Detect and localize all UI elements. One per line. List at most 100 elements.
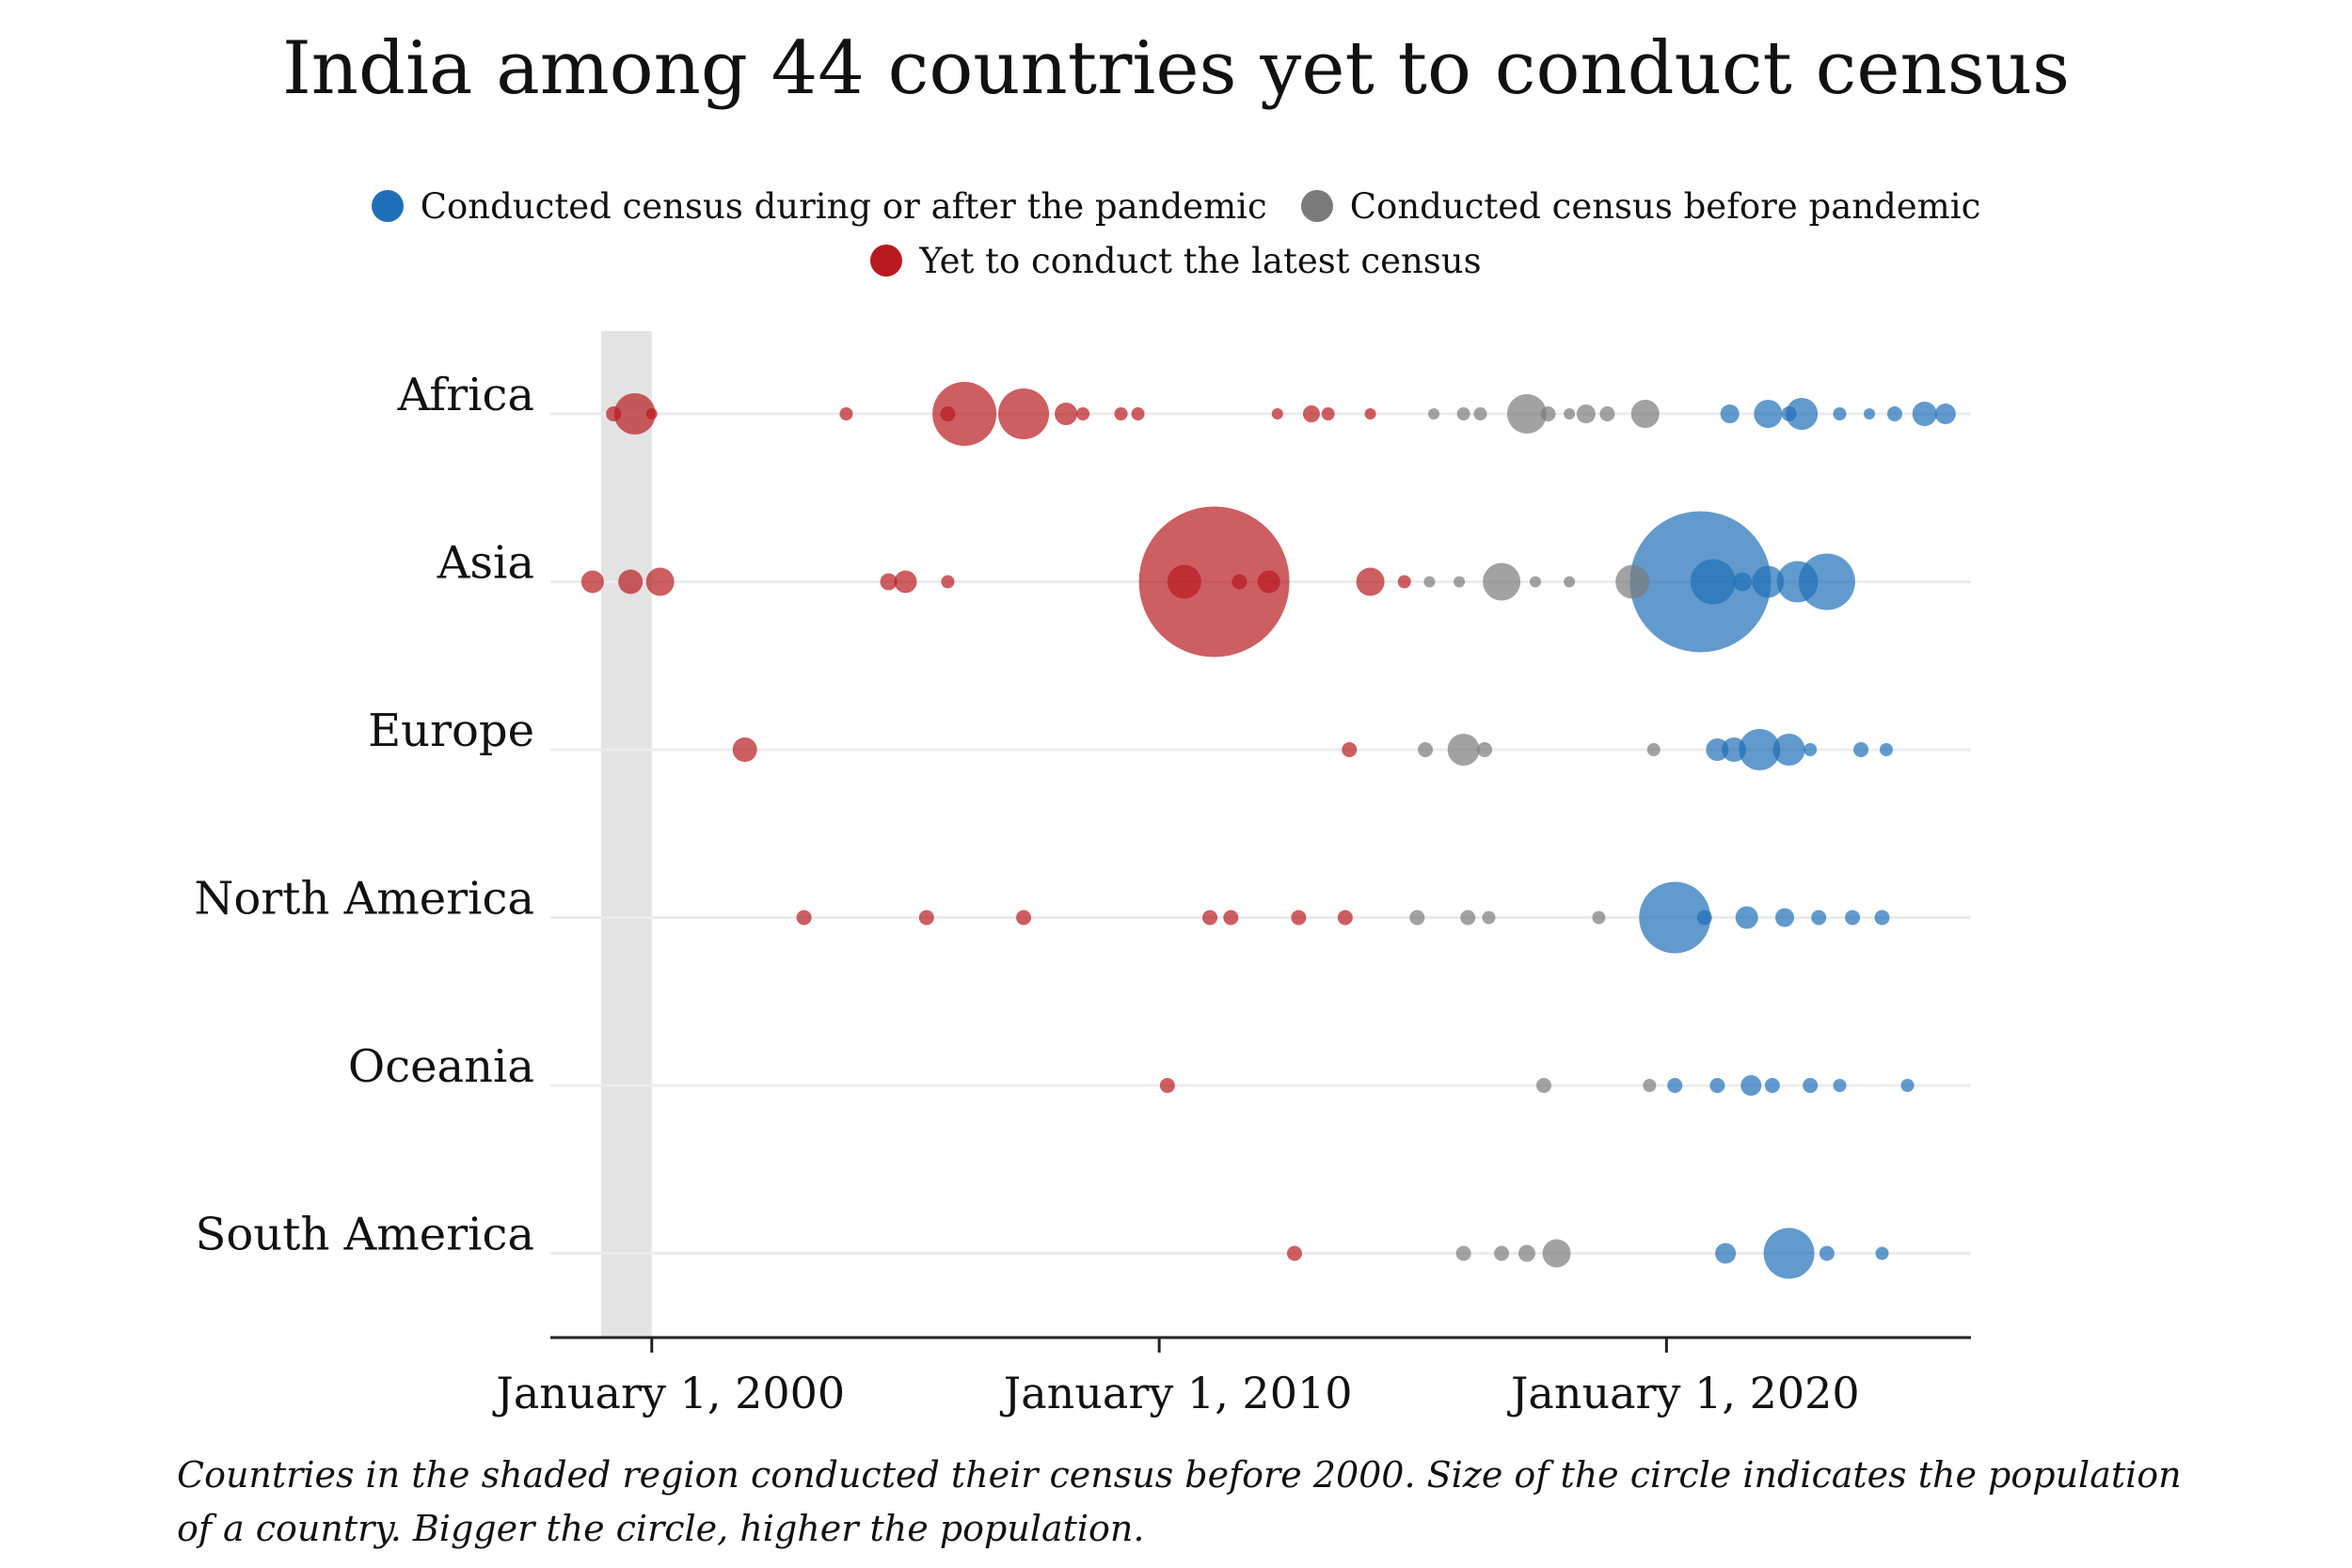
census-point bbox=[1886, 406, 1902, 421]
census-point bbox=[1356, 567, 1385, 596]
x-axis-ticks: January 1, 2000 January 1, 2010 January 1,… bbox=[492, 1338, 1860, 1418]
census-point bbox=[1409, 910, 1425, 926]
census-point bbox=[580, 570, 604, 594]
census-point bbox=[1764, 1078, 1780, 1093]
census-point bbox=[1518, 1244, 1535, 1262]
census-point bbox=[1016, 910, 1032, 926]
census-point bbox=[1709, 1078, 1725, 1093]
region-label-asia: Asia bbox=[437, 537, 534, 590]
census-point bbox=[1114, 407, 1128, 420]
census-point bbox=[1740, 1075, 1762, 1096]
census-point bbox=[1473, 407, 1487, 420]
x-tick-label: January 1, 2000 bbox=[492, 1368, 845, 1418]
census-point bbox=[1397, 575, 1411, 589]
census-point bbox=[1076, 407, 1090, 420]
census-point bbox=[1159, 1078, 1175, 1093]
census-point bbox=[1874, 910, 1890, 926]
x-tick-label: January 1, 2010 bbox=[1000, 1368, 1353, 1418]
census-point bbox=[1833, 1079, 1847, 1092]
census-point bbox=[1798, 553, 1855, 610]
census-point bbox=[1900, 1079, 1915, 1092]
census-point bbox=[1542, 1239, 1571, 1268]
legend-item-after: Conducted census during or after the pan… bbox=[371, 185, 1267, 227]
census-point bbox=[1418, 742, 1434, 757]
census-points bbox=[580, 382, 1956, 1279]
census-point bbox=[1483, 562, 1521, 601]
legend-swatch-after bbox=[371, 190, 404, 222]
census-point bbox=[1776, 561, 1819, 603]
census-point bbox=[1454, 576, 1466, 588]
census-point bbox=[618, 569, 644, 594]
census-point bbox=[1811, 910, 1827, 926]
census-point bbox=[645, 408, 658, 420]
census-point bbox=[1803, 1078, 1819, 1093]
legend-swatch-before bbox=[1300, 190, 1333, 222]
census-point bbox=[1592, 911, 1606, 925]
census-point bbox=[1055, 403, 1078, 425]
census-point bbox=[1482, 911, 1496, 925]
census-point bbox=[1781, 406, 1797, 421]
legend-row-2: Yet to conduct the latest census bbox=[0, 233, 2352, 288]
census-point bbox=[1286, 1245, 1302, 1261]
census-point bbox=[932, 382, 997, 446]
legend-label-yet: Yet to conduct the latest census bbox=[919, 240, 1482, 281]
census-point bbox=[1428, 408, 1440, 420]
census-point bbox=[1540, 406, 1556, 421]
census-point bbox=[1772, 734, 1805, 766]
census-point bbox=[1733, 572, 1753, 592]
x-tick-label: January 1, 2020 bbox=[1507, 1368, 1860, 1418]
census-point bbox=[1535, 1078, 1551, 1093]
census-point bbox=[918, 910, 934, 926]
census-point bbox=[606, 406, 622, 421]
census-point bbox=[1646, 743, 1661, 756]
census-point bbox=[1715, 1243, 1737, 1264]
census-point bbox=[1477, 742, 1493, 757]
census-point bbox=[1460, 910, 1476, 926]
region-label-north-america: North America bbox=[194, 873, 534, 926]
census-point bbox=[1599, 406, 1615, 421]
legend-label-after: Conducted census during or after the pan… bbox=[420, 185, 1267, 227]
census-point bbox=[1302, 405, 1320, 422]
legend-label-before: Conducted census before pandemic bbox=[1349, 185, 1981, 227]
census-point bbox=[613, 393, 656, 435]
census-point bbox=[1639, 881, 1711, 954]
legend-item-before: Conducted census before pandemic bbox=[1300, 185, 1981, 227]
census-point bbox=[880, 573, 898, 591]
chart-caption: Countries in the shaded region conducted… bbox=[177, 1454, 2182, 1549]
census-point bbox=[1337, 910, 1353, 926]
census-point bbox=[1564, 576, 1576, 588]
census-point bbox=[1775, 908, 1795, 927]
legend: Conducted census during or after the pan… bbox=[0, 179, 2352, 288]
legend-swatch-yet bbox=[870, 245, 903, 277]
census-point bbox=[1423, 576, 1436, 588]
census-point bbox=[796, 910, 812, 926]
region-label-oceania: Oceania bbox=[348, 1040, 534, 1093]
census-point bbox=[1735, 906, 1758, 929]
census-point bbox=[1696, 910, 1712, 926]
census-point bbox=[1690, 559, 1736, 605]
census-point bbox=[1257, 570, 1280, 594]
census-point bbox=[1833, 407, 1847, 420]
census-point bbox=[1364, 408, 1376, 420]
census-point bbox=[1934, 404, 1956, 424]
census-point bbox=[1845, 910, 1861, 926]
census-point bbox=[1342, 742, 1358, 757]
census-point bbox=[1875, 1246, 1889, 1260]
census-point bbox=[1615, 564, 1650, 599]
census-point bbox=[1879, 743, 1893, 756]
census-point bbox=[1739, 729, 1781, 770]
census-point bbox=[1131, 407, 1145, 420]
census-point bbox=[1494, 1245, 1510, 1261]
census-point bbox=[1643, 1079, 1657, 1092]
census-point bbox=[1455, 1245, 1471, 1261]
census-point bbox=[732, 737, 757, 762]
census-point bbox=[1167, 564, 1201, 599]
region-label-europe: Europe bbox=[368, 705, 534, 757]
census-point bbox=[894, 570, 917, 594]
census-point bbox=[1912, 402, 1937, 426]
census-point bbox=[940, 406, 956, 421]
census-point bbox=[1447, 734, 1480, 766]
census-point bbox=[1754, 400, 1783, 428]
census-point bbox=[1763, 1227, 1815, 1279]
